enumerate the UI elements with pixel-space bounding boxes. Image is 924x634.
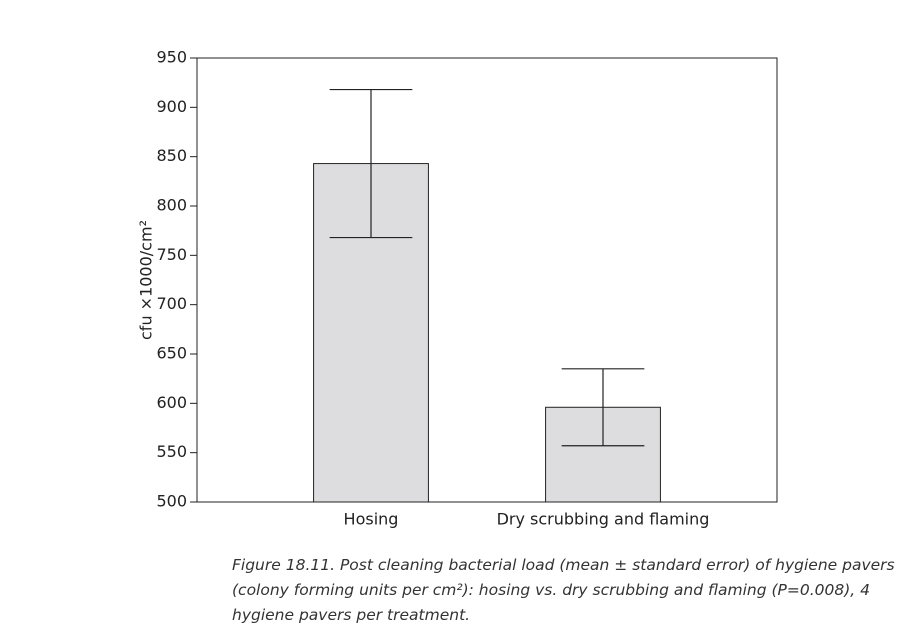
y-tick-label: 800 bbox=[156, 196, 187, 215]
error-bar bbox=[329, 88, 413, 239]
y-tick-label: 600 bbox=[156, 393, 187, 412]
x-tick-label: Hosing bbox=[344, 510, 399, 529]
y-tick-label: 950 bbox=[156, 48, 187, 67]
y-tick-label: 500 bbox=[156, 492, 187, 511]
error-bar bbox=[561, 368, 645, 447]
y-axis-label: cfu ×1000/cm² bbox=[137, 220, 156, 340]
caption: Figure 18.11. Post cleaning bacterial lo… bbox=[232, 556, 895, 624]
y-tick-label: 850 bbox=[156, 146, 187, 165]
plot-frame bbox=[196, 57, 778, 503]
y-tick-label: 700 bbox=[156, 294, 187, 313]
y-tick-label: 550 bbox=[156, 442, 187, 461]
y-tick-label: 900 bbox=[156, 97, 187, 116]
x-tick-label: Dry scrubbing and flaming bbox=[497, 510, 710, 529]
y-tick-label: 750 bbox=[156, 245, 187, 264]
y-tick-label: 650 bbox=[156, 344, 187, 363]
chart: cfu ×1000/cm² 500 550 600 650 700 750 800 850 90… bbox=[137, 48, 778, 529]
